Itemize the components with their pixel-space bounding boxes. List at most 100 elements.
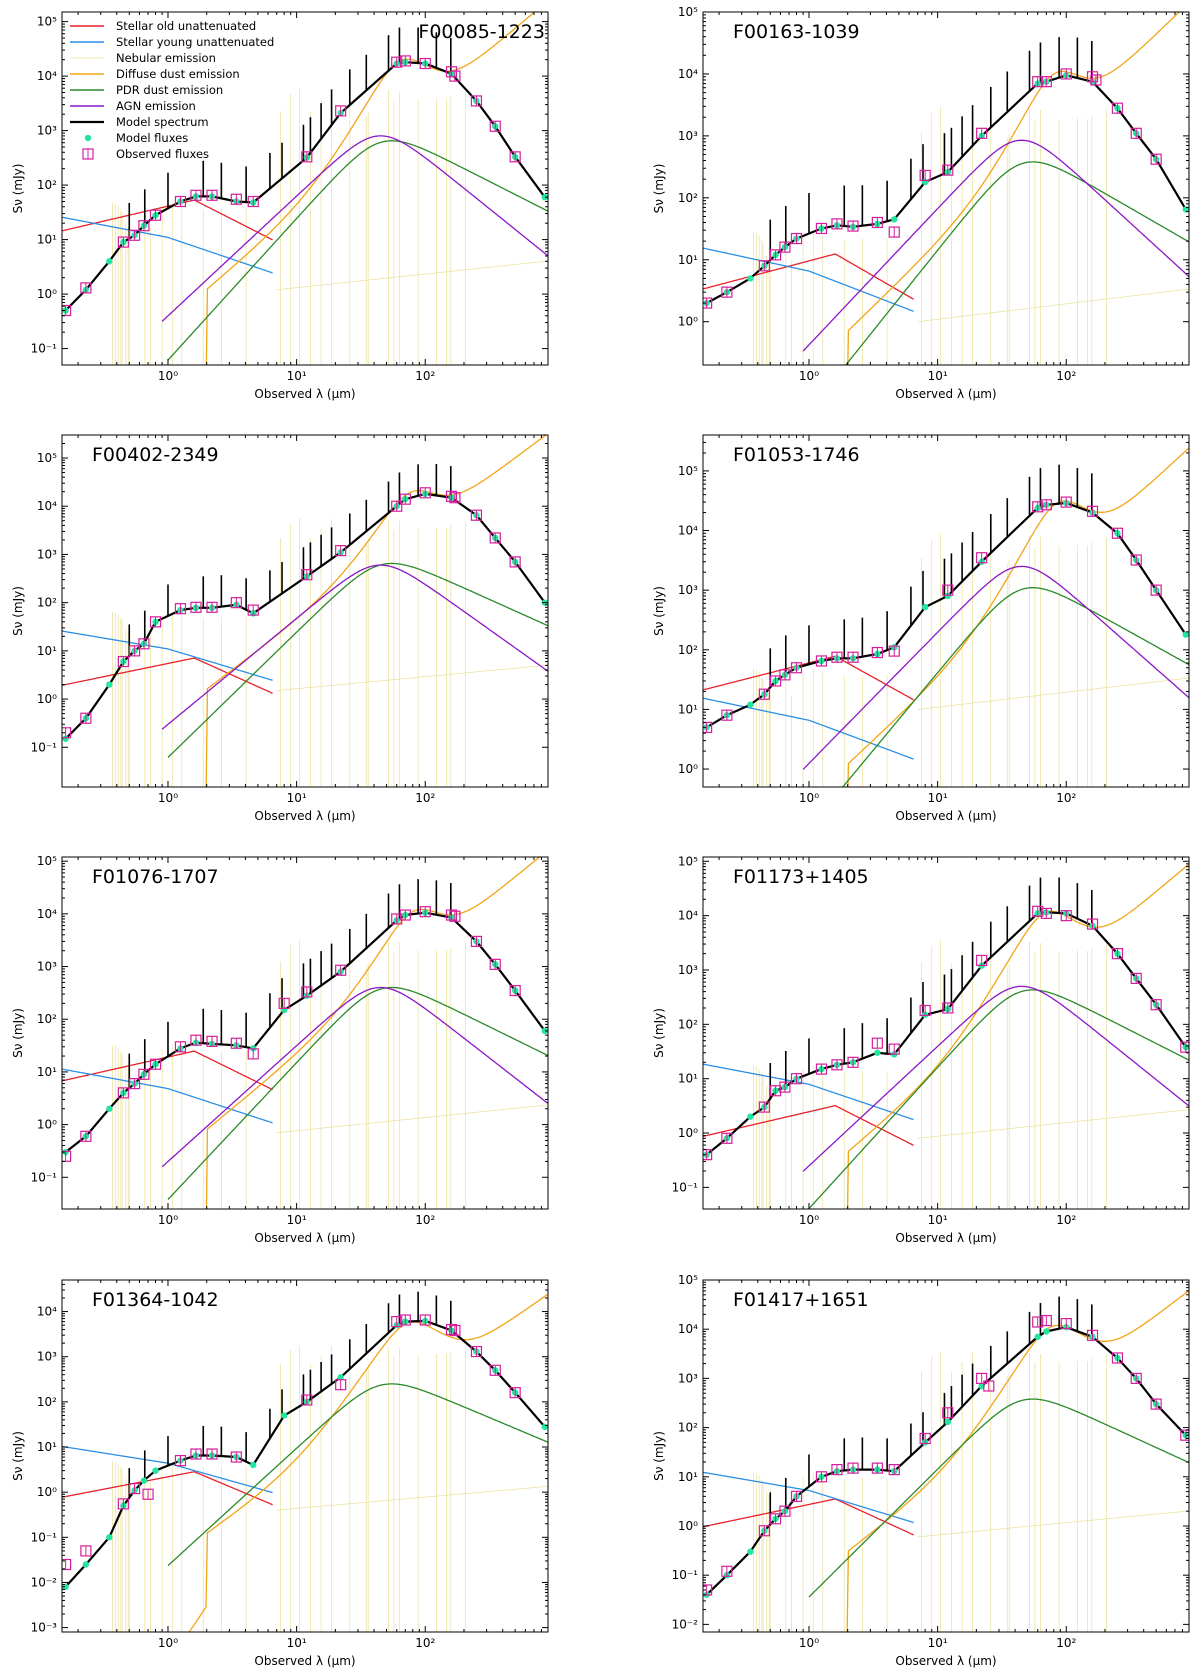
tick-label: 10³ (678, 963, 698, 977)
model-flux-point (106, 681, 113, 688)
agn-curve (161, 986, 548, 1168)
tick-label: 10⁵ (678, 464, 698, 478)
x-axis-label: Observed λ (μm) (895, 387, 996, 401)
nebular-continuum (276, 260, 548, 291)
diffuse-dust-curve (846, 863, 1189, 1209)
legend-label: Diffuse dust emission (116, 67, 240, 81)
model-flux-point (337, 1374, 344, 1381)
panel-title: F00163-1039 (733, 21, 860, 43)
model-flux-point (250, 1461, 257, 1469)
plot-frame (61, 11, 549, 366)
sed-panel-F01076-1707: 10⁻¹ 10⁰ 10¹ 10² 10³ 10⁴ 10⁵ 10⁰ 10¹ 10² Observed … (11, 854, 549, 1245)
tick-label: 10⁵ (37, 451, 57, 465)
y-axis-label: Sν (mJy) (11, 586, 25, 636)
tick-label: 10⁴ (37, 499, 57, 513)
stellar-old-curve (703, 253, 914, 300)
tick-label: 10² (415, 1213, 435, 1227)
tick-label: 10¹ (37, 644, 57, 658)
stellar-young-curve (62, 216, 273, 274)
plot-frame (702, 11, 1190, 366)
legend-swatch-model-fluxes (84, 134, 92, 142)
tick-label: 10² (415, 369, 435, 383)
nebular-continuum (917, 288, 1189, 323)
tick-label: 10³ (37, 1350, 57, 1364)
x-axis-label: Observed λ (μm) (254, 387, 355, 401)
y-axis-label: Sν (mJy) (11, 1008, 25, 1058)
tick-label: 10⁵ (37, 854, 57, 868)
tick-label: 10⁰ (158, 369, 178, 383)
diffuse-dust-curve (847, 447, 1189, 787)
tick-label: 10³ (678, 583, 698, 597)
panel-title: F00402-2349 (92, 444, 219, 466)
tick-label: 10⁰ (799, 1636, 819, 1650)
tick-label: 10¹ (37, 233, 57, 247)
model-flux-point (1182, 631, 1189, 638)
tick-label: 10⁰ (678, 1519, 698, 1533)
x-axis-label: Observed λ (μm) (254, 1231, 355, 1245)
tick-label: 10⁻¹ (31, 740, 58, 754)
tick-label: 10⁻¹ (672, 1180, 699, 1194)
tick-label: 10³ (678, 1371, 698, 1385)
x-axis-label: Observed λ (μm) (254, 1654, 355, 1668)
tick-label: 10³ (678, 129, 698, 143)
stellar-old-curve (703, 1498, 914, 1536)
legend-label: PDR dust emission (116, 83, 223, 97)
tick-label: 10⁻¹ (31, 1530, 58, 1544)
model-flux-point (106, 1105, 113, 1112)
diffuse-dust-curve (846, 1290, 1189, 1632)
model-flux-point (541, 1027, 548, 1035)
sed-panel-F01173+1405: 10⁻¹ 10⁰ 10¹ 10² 10³ 10⁴ 10⁵ 10⁰ 10¹ 10² Observed … (652, 854, 1190, 1245)
plot-frame (702, 1279, 1190, 1633)
stellar-young-curve (703, 1471, 914, 1524)
stellar-old-curve (62, 657, 273, 694)
tick-label: 10⁰ (678, 315, 698, 329)
tick-label: 10⁵ (678, 5, 698, 19)
plot-area (62, 857, 548, 1209)
tick-label: 10⁵ (678, 1273, 698, 1287)
model-flux-point (106, 1534, 113, 1541)
tick-label: 10⁵ (37, 15, 57, 29)
sed-panel-F00085-1223: 10⁻¹ 10⁰ 10¹ 10² 10³ 10⁴ 10⁵ 10⁰ 10¹ 10² Observed … (11, 11, 549, 401)
model-flux-point (874, 1049, 881, 1056)
tick-label: 10⁰ (158, 1213, 178, 1227)
y-axis-label: Sν (mJy) (652, 586, 666, 636)
model-spectrum-curve (706, 501, 1187, 729)
tick-label: 10¹ (928, 369, 948, 383)
stellar-young-curve (703, 1063, 914, 1121)
diffuse-dust-curve (205, 857, 541, 1209)
nebular-continuum (276, 1104, 548, 1134)
tick-label: 10⁴ (678, 67, 698, 81)
diffuse-dust-curve (205, 12, 536, 365)
legend-label: Stellar young unattenuated (116, 35, 274, 49)
y-axis-label: Sν (mJy) (652, 164, 666, 214)
tick-label: 10⁴ (678, 1322, 698, 1336)
tick-label: 10⁴ (678, 524, 698, 538)
tick-label: 10² (1056, 369, 1076, 383)
plot-frame (61, 856, 549, 1210)
tick-label: 10⁰ (678, 1126, 698, 1140)
tick-label: 10⁵ (678, 854, 698, 868)
model-flux-point (541, 1423, 548, 1431)
model-flux-point (1034, 1333, 1041, 1341)
pdr-dust-curve (808, 989, 1189, 1209)
stellar-young-curve (703, 247, 914, 312)
stellar-young-curve (62, 1068, 273, 1124)
stellar-old-curve (703, 1105, 914, 1146)
tick-label: 10² (37, 1395, 57, 1409)
pdr-dust-curve (167, 140, 548, 361)
tick-label: 10⁻¹ (672, 1568, 699, 1582)
agn-curve (802, 565, 1189, 770)
tick-label: 10² (678, 191, 698, 205)
model-flux-point (747, 701, 754, 708)
legend-label: Observed fluxes (116, 147, 209, 161)
model-flux-point (921, 603, 929, 611)
plot-area (62, 435, 548, 787)
sed-panel-F01053-1746: 10⁰ 10¹ 10² 10³ 10⁴ 10⁵ 10⁰ 10¹ 10² Observed λ (μ… (652, 434, 1190, 823)
plot-area (62, 1291, 548, 1632)
plot-frame (61, 1279, 549, 1633)
legend: Stellar old unattenuated Stellar young un… (70, 19, 274, 161)
tick-label: 10⁰ (799, 1213, 819, 1227)
tick-label: 10² (1056, 1213, 1076, 1227)
nebular-continuum (276, 1485, 548, 1511)
panel-title: F00085-1223 (418, 21, 545, 43)
